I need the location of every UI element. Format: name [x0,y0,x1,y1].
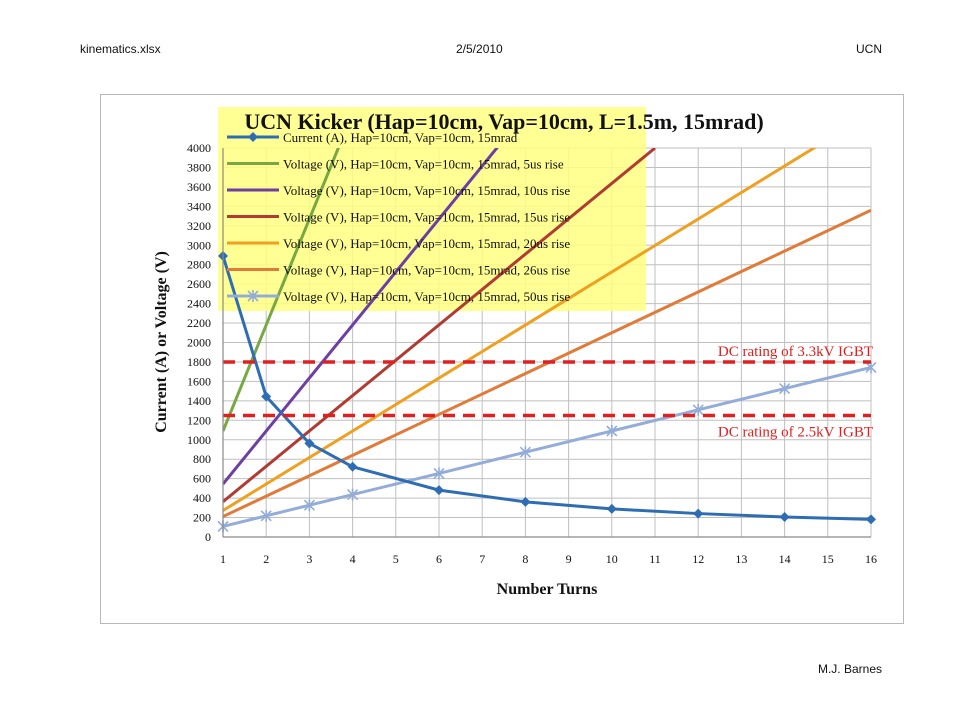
x-tick-label: 11 [649,552,661,566]
y-tick-label: 3200 [187,219,211,233]
y-tick-label: 3000 [187,238,211,252]
chart: DC rating of 3.3kV IGBT DC rating of 2.5k… [153,107,877,598]
axes: 0 200 400 600 800 1000 1200 1400 1600 1800 2000 220… [187,141,877,566]
y-tick-label: 1200 [187,413,211,427]
x-tick-label: 4 [350,552,356,566]
x-tick-label: 1 [220,552,226,566]
legend-label-4: Voltage (V), Hap=10cm, Vap=10cm, 15mrad,… [283,236,570,251]
series-0-point [693,508,704,519]
chart-title: UCN Kicker (Hap=10cm, Vap=10cm, L=1.5m, … [244,109,763,134]
header-date: 2/5/2010 [456,42,503,56]
y-tick-label: 1800 [187,355,211,369]
series-6-point [779,382,791,395]
x-tick-label: 13 [735,552,747,566]
x-tick-label: 7 [479,552,485,566]
series-6-point [303,499,315,512]
y-tick-label: 800 [193,452,211,466]
y-tick-label: 600 [193,472,211,486]
series-line-6 [223,365,871,528]
series-6-point [347,488,359,501]
footer-author: M.J. Barnes [817,662,882,676]
y-tick-label: 400 [193,491,211,505]
legend-label-3: Voltage (V), Hap=10cm, Vap=10cm, 15mrad,… [283,210,570,225]
header-filename: kinematics.xlsx [80,42,161,56]
x-tick-label: 16 [865,552,877,566]
series-0-point [779,511,790,522]
y-tick-label: 2400 [187,297,211,311]
series-line-2 [223,148,499,485]
y-tick-label: 3400 [187,199,211,213]
legend-marker-6 [247,290,259,302]
y-tick-label: 3800 [187,160,211,174]
series-6-point [519,446,531,459]
series-line-3 [223,148,656,503]
x-tick-label: 10 [606,552,618,566]
series-6-point [433,467,445,480]
legend-label-1: Voltage (V), Hap=10cm, Vap=10cm, 15mrad,… [283,157,564,172]
series-0-point [261,391,272,402]
y-tick-label: 2200 [187,316,211,330]
y-tick-label: 0 [205,530,211,544]
x-tick-label: 3 [306,552,312,566]
reference-label: DC rating of 2.5kV IGBT [718,424,873,440]
series-0-point [304,438,315,449]
y-tick-label: 3600 [187,180,211,194]
x-tick-label: 5 [393,552,399,566]
y-tick-label: 1600 [187,374,211,388]
legend-background [218,107,646,311]
x-axis-label: Number Turns [497,581,598,598]
y-tick-label: 1400 [187,394,211,408]
x-tick-label: 6 [436,552,442,566]
y-tick-label: 1000 [187,433,211,447]
series-6-point [260,509,272,522]
series-0-point [434,485,444,496]
y-tick-label: 2800 [187,258,211,272]
x-tick-label: 12 [692,552,704,566]
chart-frame: DC rating of 3.3kV IGBT DC rating of 2.5k… [100,94,904,624]
legend-label-6: Voltage (V), Hap=10cm, Vap=10cm, 15mrad,… [283,289,570,304]
series-6-point [692,403,704,416]
legend-label-2: Voltage (V), Hap=10cm, Vap=10cm, 15mrad,… [283,183,570,198]
x-tick-label: 8 [522,552,528,566]
series-6-point [606,424,618,437]
series-0-point [866,514,876,525]
legend-marker-0 [248,132,258,142]
y-tick-label: 2000 [187,336,211,350]
series-line-1 [223,148,340,432]
y-tick-label: 2600 [187,277,211,291]
series-0-point [520,496,531,507]
x-tick-label: 14 [779,552,791,566]
header-project: UCN [856,42,882,56]
markers-layer [217,250,877,533]
y-tick-label: 4000 [187,141,211,155]
series-line-0 [223,255,871,521]
x-tick-label: 9 [566,552,572,566]
reference-lines: DC rating of 3.3kV IGBT DC rating of 2.5k… [223,344,873,440]
y-axis-label: Current (A) or Voltage (V) [153,251,170,433]
series-0-point [347,461,358,472]
legend-box [218,107,646,311]
series-0-point [606,503,617,514]
x-tick-label: 15 [822,552,834,566]
legend: Current (A), Hap=10cm, Vap=10cm, 15mrad V… [227,130,570,304]
legend-label-0: Current (A), Hap=10cm, Vap=10cm, 15mrad [283,130,518,145]
series-line-4 [223,148,817,512]
y-tick-label: 200 [193,511,211,525]
legend-label-5: Voltage (V), Hap=10cm, Vap=10cm, 15mrad,… [283,263,570,278]
reference-label: DC rating of 3.3kV IGBT [718,344,873,360]
x-tick-label: 2 [263,552,269,566]
